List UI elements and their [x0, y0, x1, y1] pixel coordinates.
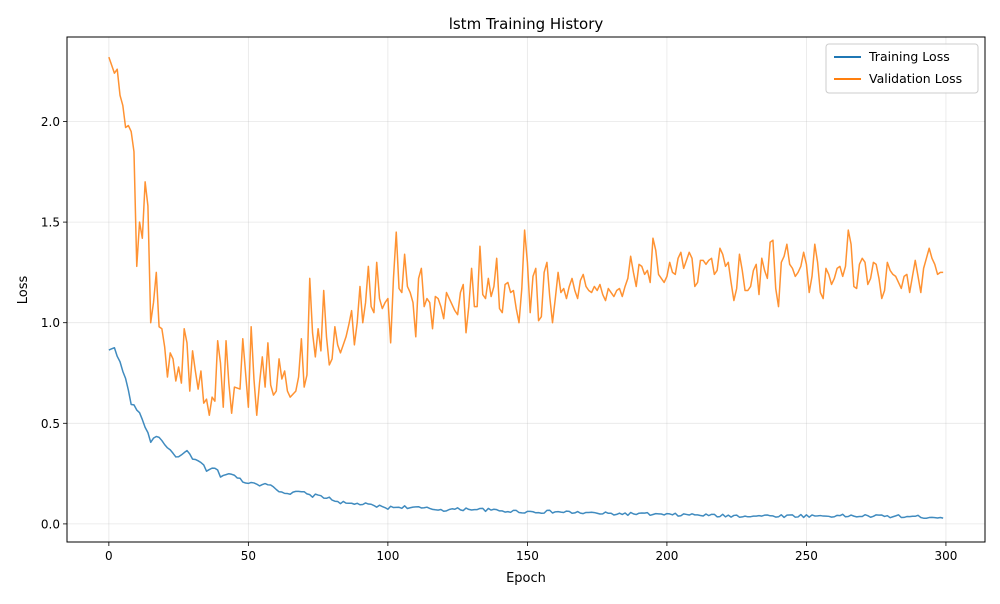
grid — [67, 37, 985, 542]
series-line-validation-loss — [108, 56, 944, 416]
x-tick-label: 150 — [516, 549, 539, 563]
ticks: 0 50 100 150 200 250 300 0.0 0.5 1.0 1.5 2.0 — [41, 115, 957, 563]
x-tick-label: 100 — [376, 549, 399, 563]
series-line-training-loss — [108, 346, 944, 520]
y-tick-label: 1.5 — [41, 216, 60, 230]
x-tick-label: 250 — [795, 549, 818, 563]
y-tick-label: 0.0 — [41, 517, 60, 531]
y-tick-label: 2.0 — [41, 115, 60, 129]
legend-frame — [825, 43, 979, 94]
legend: Training Loss Validation Loss — [825, 43, 979, 94]
x-tick-label: 300 — [934, 549, 957, 563]
x-tick-label: 0 — [105, 549, 113, 563]
legend-label-validation-loss: Validation Loss — [869, 71, 962, 86]
y-tick-label: 0.5 — [41, 417, 60, 431]
y-axis-label: Loss — [16, 276, 31, 305]
series-layer — [108, 56, 944, 520]
y-tick-label: 1.0 — [41, 316, 60, 330]
x-tick-label: 50 — [241, 549, 256, 563]
chart-title: lstm Training History — [449, 15, 604, 33]
legend-label-training-loss: Training Loss — [868, 49, 950, 64]
plot-frame — [66, 36, 986, 543]
x-tick-label: 200 — [655, 549, 678, 563]
x-axis-label: Epoch — [506, 571, 546, 586]
